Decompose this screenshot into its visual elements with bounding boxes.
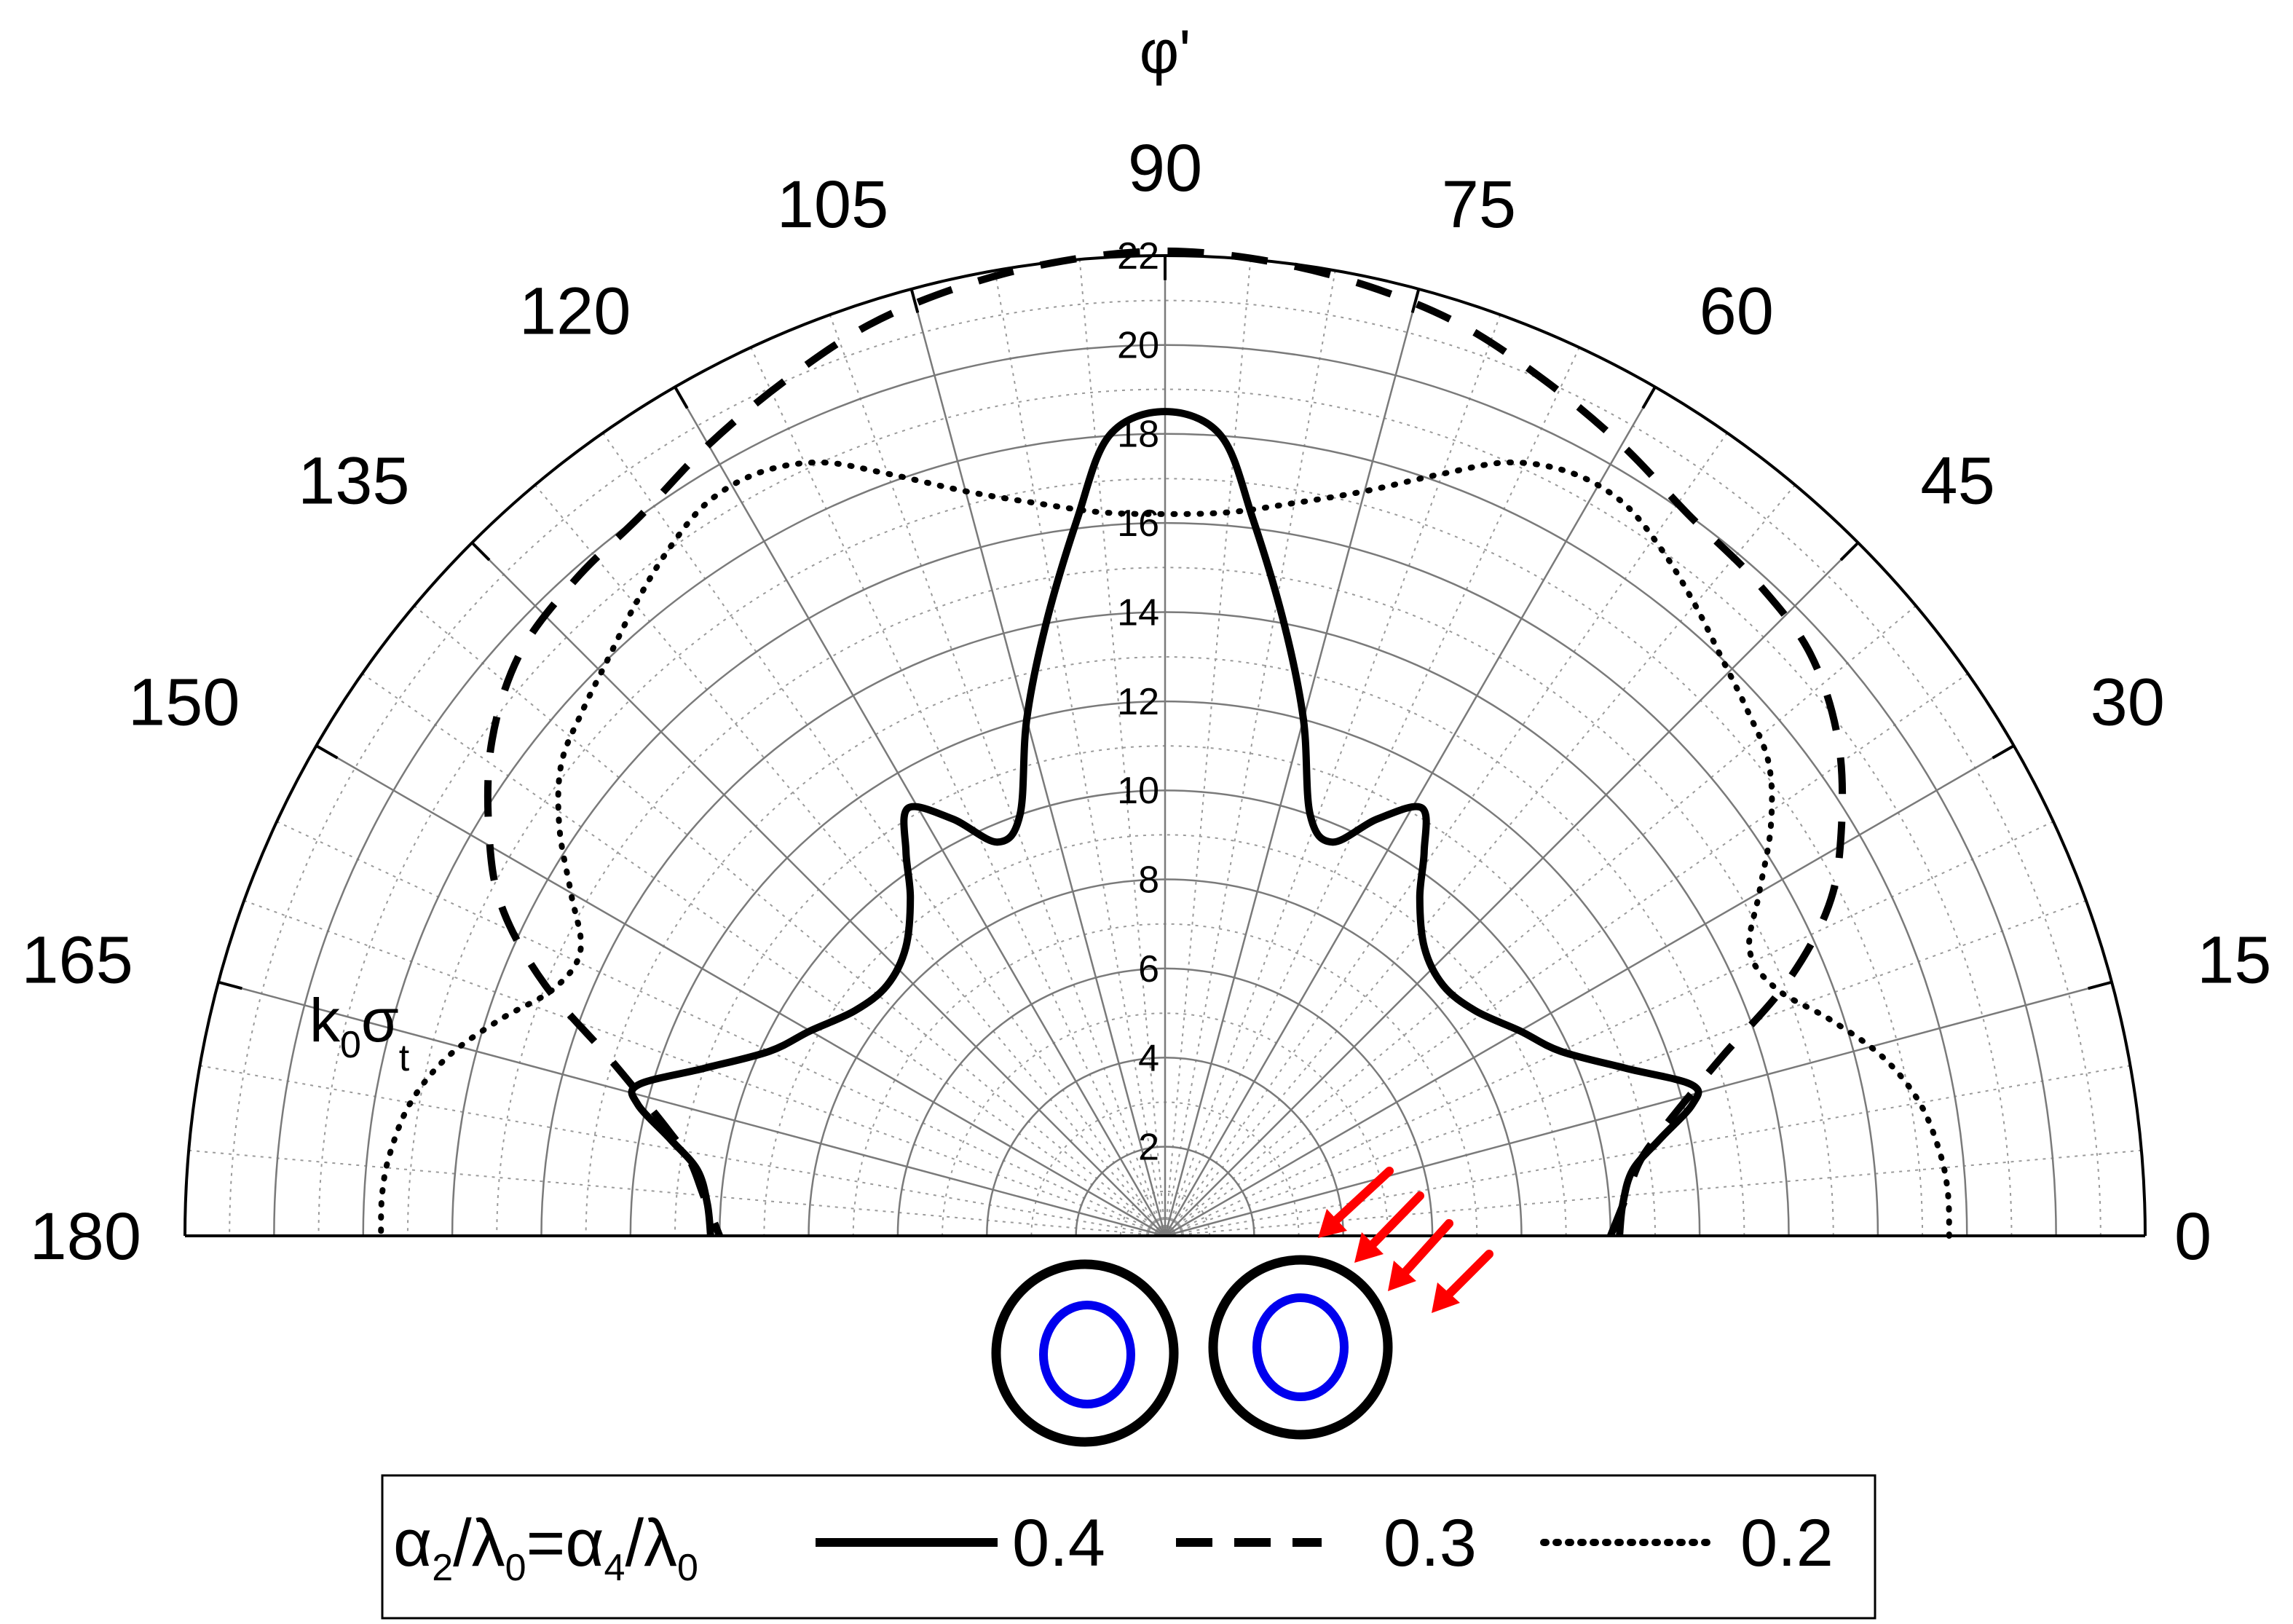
minor-ring xyxy=(763,834,1567,1237)
radial-tick-label: 14 xyxy=(1117,591,1159,634)
angle-tick-mark xyxy=(909,288,920,313)
minor-spoke xyxy=(1164,484,1796,1237)
minor-spoke xyxy=(361,673,1166,1237)
angle-tick-mark xyxy=(1839,541,1860,561)
radial-axis-label-sub2: t xyxy=(399,1037,410,1079)
angle-tick-label: 150 xyxy=(128,665,240,739)
major-grid xyxy=(218,256,2112,1236)
minor-spoke xyxy=(1164,1149,2142,1237)
minor-spoke xyxy=(994,270,1166,1237)
major-spoke xyxy=(471,542,1166,1237)
radial-axis-label-sub1: 0 xyxy=(340,1024,361,1066)
minor-spoke xyxy=(1164,314,1501,1237)
legend-entry-solid: 0.4 xyxy=(1012,1506,1105,1580)
angle-tick-label: 180 xyxy=(30,1199,142,1274)
minor-spoke xyxy=(1164,821,2054,1237)
angle-tick-label: 90 xyxy=(1128,131,1202,205)
legend-title: α2/λ0=α4/λ0 xyxy=(393,1506,698,1589)
incident-arrow xyxy=(1432,1250,1493,1313)
minor-spoke xyxy=(189,1149,1166,1237)
angle-tick-label: 15 xyxy=(2197,923,2271,997)
minor-spoke xyxy=(1164,259,1252,1237)
minor-grid xyxy=(189,259,2142,1236)
angular-axis-label: φ' xyxy=(1140,17,1191,86)
major-spoke xyxy=(1164,744,2015,1237)
major-spoke xyxy=(1164,386,1657,1237)
radial-tick-label: 2 xyxy=(1138,1127,1159,1169)
angle-tick-label: 0 xyxy=(2174,1199,2211,1274)
right-cylinder-inner xyxy=(1252,1293,1349,1401)
major-spoke xyxy=(1164,981,2112,1237)
series-layer xyxy=(378,247,1952,1239)
plot-frame xyxy=(183,254,2147,1237)
legend-box xyxy=(381,1474,1876,1620)
minor-spoke xyxy=(1078,259,1166,1237)
minor-spoke xyxy=(1164,347,1580,1237)
left-cylinder-outer xyxy=(991,1259,1179,1447)
major-spoke xyxy=(218,981,1166,1237)
incident-arrow xyxy=(1318,1167,1394,1238)
series-dotted xyxy=(378,459,1952,1239)
minor-spoke xyxy=(1164,605,1917,1237)
right-cylinder-outer xyxy=(1208,1255,1393,1440)
radial-tick-label: 20 xyxy=(1117,324,1159,366)
radial-tick-label: 4 xyxy=(1138,1037,1159,1079)
angle-tick-label: 135 xyxy=(298,444,410,519)
angle-tick-mark xyxy=(1410,288,1421,313)
legend-entry-dashed: 0.3 xyxy=(1384,1506,1477,1580)
left-cylinder-inner xyxy=(1039,1301,1135,1408)
minor-spoke xyxy=(1164,673,1969,1237)
minor-spoke xyxy=(750,347,1166,1237)
minor-spoke xyxy=(534,484,1166,1237)
radial-tick-label: 12 xyxy=(1117,681,1159,723)
angle-tick-label: 30 xyxy=(2091,665,2165,739)
radial-tick-label: 16 xyxy=(1117,502,1159,545)
angle-tick-mark xyxy=(470,541,491,561)
series-dashed xyxy=(484,247,1847,1237)
angle-tick-label: 120 xyxy=(519,274,631,348)
radial-tick-label: 6 xyxy=(1138,948,1159,990)
angle-tick-mark xyxy=(315,744,339,760)
radial-tick-label: 10 xyxy=(1117,770,1159,812)
major-spoke xyxy=(910,288,1167,1237)
minor-spoke xyxy=(602,432,1166,1237)
minor-ring xyxy=(406,477,1924,1237)
angle-tick-label: 60 xyxy=(1700,274,1774,348)
minor-spoke xyxy=(829,314,1166,1237)
major-spoke xyxy=(1164,542,1859,1237)
minor-spoke xyxy=(276,821,1166,1237)
radial-axis-label-greek: σ xyxy=(361,986,399,1055)
incident-arrow xyxy=(1388,1219,1453,1291)
incident-arrow xyxy=(1354,1191,1424,1263)
angle-tick-mark xyxy=(218,980,242,990)
minor-spoke xyxy=(414,605,1166,1237)
legend-entry-dotted: 0.2 xyxy=(1740,1506,1834,1580)
radial-tick-label: 8 xyxy=(1138,859,1159,902)
major-spoke xyxy=(674,386,1167,1237)
series-solid xyxy=(628,408,1702,1237)
legend: α2/λ0=α4/λ0 0.4 0.3 0.2 xyxy=(381,1474,1876,1620)
angle-tick-mark xyxy=(674,386,689,409)
angle-tick-mark xyxy=(1641,386,1657,409)
minor-ring xyxy=(317,388,2013,1237)
angle-tick-mark xyxy=(2088,980,2112,990)
minor-spoke xyxy=(1164,432,1728,1237)
major-spoke xyxy=(315,744,1166,1237)
angle-tick-label: 165 xyxy=(21,923,133,997)
minor-spoke xyxy=(1164,270,1336,1237)
major-spoke xyxy=(1164,288,1420,1237)
radial-axis-label-main: k xyxy=(309,986,341,1055)
cylinder-pair-illustration xyxy=(991,1255,1393,1447)
angle-tick-label: 45 xyxy=(1920,444,1994,519)
angle-tick-mark xyxy=(1992,744,2015,760)
angle-tick-label: 75 xyxy=(1442,167,1516,242)
incident-wave-arrows xyxy=(1318,1167,1493,1313)
angle-tick-label: 105 xyxy=(777,167,889,242)
radial-axis-label: k0σt xyxy=(309,986,410,1079)
